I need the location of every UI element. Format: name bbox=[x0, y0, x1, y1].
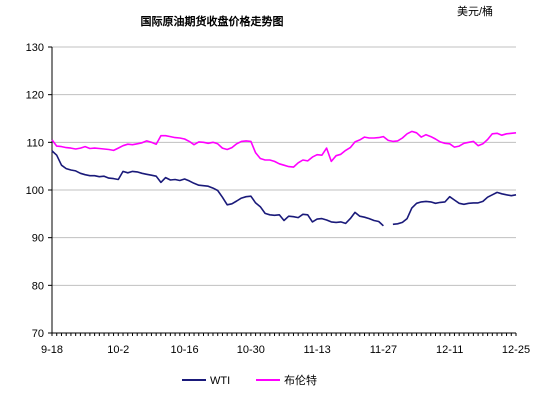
x-tick-label: 11-27 bbox=[370, 344, 397, 356]
x-tick-label: 12-25 bbox=[502, 344, 530, 356]
y-tick-label: 90 bbox=[32, 233, 44, 245]
y-tick-label: 70 bbox=[32, 328, 44, 340]
series-lines bbox=[51, 130, 517, 227]
x-tick-label: 9-18 bbox=[41, 344, 63, 356]
series-line-wti bbox=[51, 150, 384, 227]
unit-label: 美元/桶 bbox=[457, 4, 493, 18]
x-tick-label: 12-11 bbox=[436, 344, 463, 356]
y-tick-label: 100 bbox=[26, 185, 44, 197]
y-tick-labels: 70 80 90 100 110 120 130 bbox=[26, 42, 52, 340]
y-tick-label: 130 bbox=[26, 42, 44, 54]
y-tick-label: 110 bbox=[26, 137, 44, 149]
gridlines bbox=[52, 46, 516, 286]
y-tick-label: 120 bbox=[26, 90, 44, 102]
chart-title: 国际原油期货收盘价格走势图 bbox=[141, 14, 284, 28]
x-tick-label: 11-13 bbox=[303, 344, 330, 356]
y-tick-label: 80 bbox=[32, 280, 44, 292]
x-tick-label: 10-2 bbox=[107, 344, 129, 356]
series-line-brent bbox=[51, 130, 517, 168]
legend-wti-label: WTI bbox=[210, 375, 230, 387]
x-tick-label: 10-16 bbox=[171, 344, 199, 356]
legend: WTI 布伦特 bbox=[182, 373, 317, 387]
x-tick-label: 10-30 bbox=[237, 344, 265, 356]
x-tick-labels: 9-18 10-2 10-16 10-30 11-13 11-27 12-11 12-25 bbox=[41, 333, 530, 356]
legend-brent-label: 布伦特 bbox=[284, 373, 317, 387]
series-line-wti bbox=[392, 191, 517, 226]
